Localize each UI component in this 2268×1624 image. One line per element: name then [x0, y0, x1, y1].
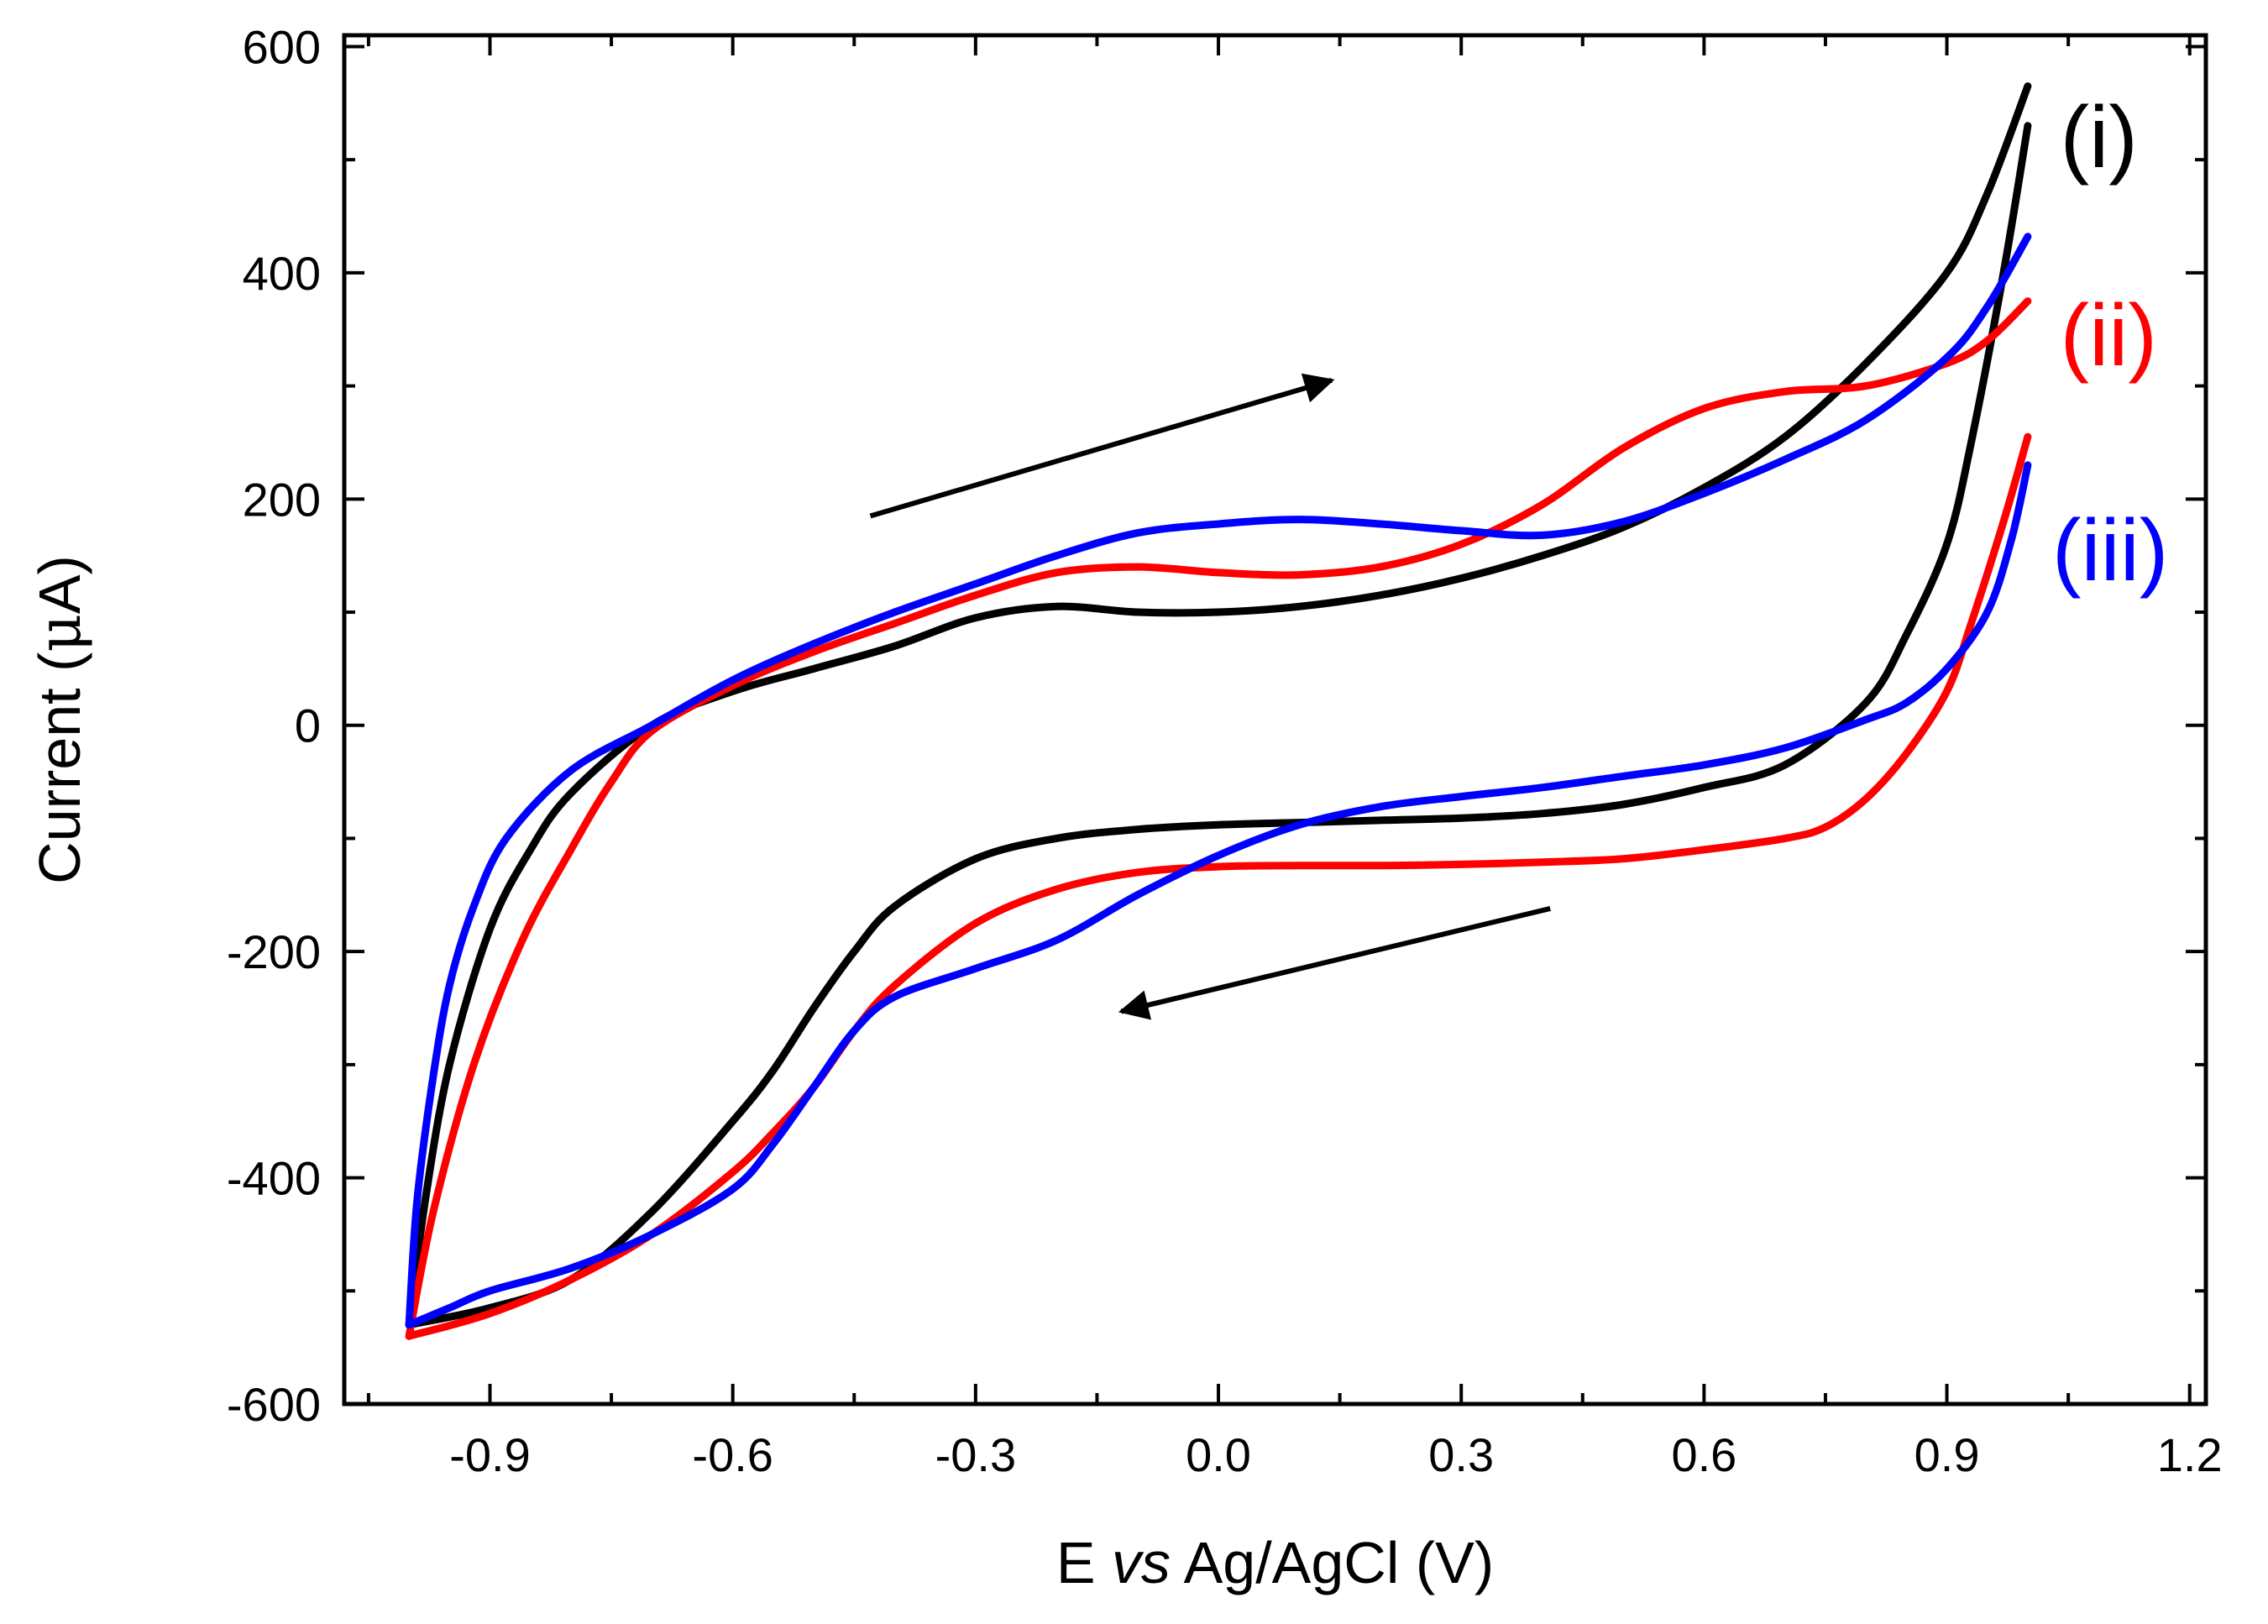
scan-direction-arrows — [869, 373, 1551, 1020]
series-iii-forward-scan — [405, 233, 2032, 1329]
x-tick-label: 0.9 — [1914, 1428, 1980, 1481]
series-ii — [405, 297, 2032, 1340]
y-axis-title: Current (μA) — [25, 555, 94, 884]
series-label-i: (i) — [2060, 89, 2137, 186]
series-ii-reverse-scan — [405, 432, 2032, 1340]
x-tick-label: -0.9 — [449, 1428, 531, 1481]
x-tick-label: 1.2 — [2157, 1428, 2223, 1481]
y-tick-label: -400 — [227, 1152, 321, 1205]
x-tick-label: -0.6 — [692, 1428, 773, 1481]
y-tick-label: 600 — [243, 20, 321, 73]
series-i — [405, 82, 2032, 1329]
scan-forward-arrow — [869, 373, 1335, 519]
series-iii — [405, 233, 2032, 1329]
y-tick-label: -200 — [227, 925, 321, 978]
series-label-iii: (iii) — [2052, 502, 2169, 600]
series-label-ii: (ii) — [2060, 287, 2156, 385]
series-ii-forward-scan — [405, 297, 2032, 1340]
series-i-forward-scan — [405, 82, 2032, 1329]
series-labels: (i) (ii) (iii) — [2052, 89, 2169, 600]
y-tick-label: 0 — [295, 699, 321, 752]
y-tick-label: -600 — [227, 1378, 321, 1431]
x-axis-title: E vs Ag/AgCl (V) — [1056, 1530, 1494, 1595]
scan-reverse-arrow — [1118, 906, 1551, 1020]
x-tick-label: 0.3 — [1428, 1428, 1494, 1481]
x-tick-label: 0.6 — [1671, 1428, 1736, 1481]
y-tick-label: 200 — [243, 473, 321, 526]
series-layer — [405, 82, 2032, 1340]
plot-frame — [342, 33, 2208, 1407]
axis-ticks: -0.9 -0.6 -0.3 0.0 0.3 0.6 0.9 1.2 -600 -400 -200 0… — [227, 20, 2223, 1481]
series-iii-reverse-scan — [405, 461, 2032, 1329]
x-tick-label: -0.3 — [935, 1428, 1017, 1481]
y-tick-label: 400 — [243, 247, 321, 300]
x-tick-label: 0.0 — [1186, 1428, 1251, 1481]
